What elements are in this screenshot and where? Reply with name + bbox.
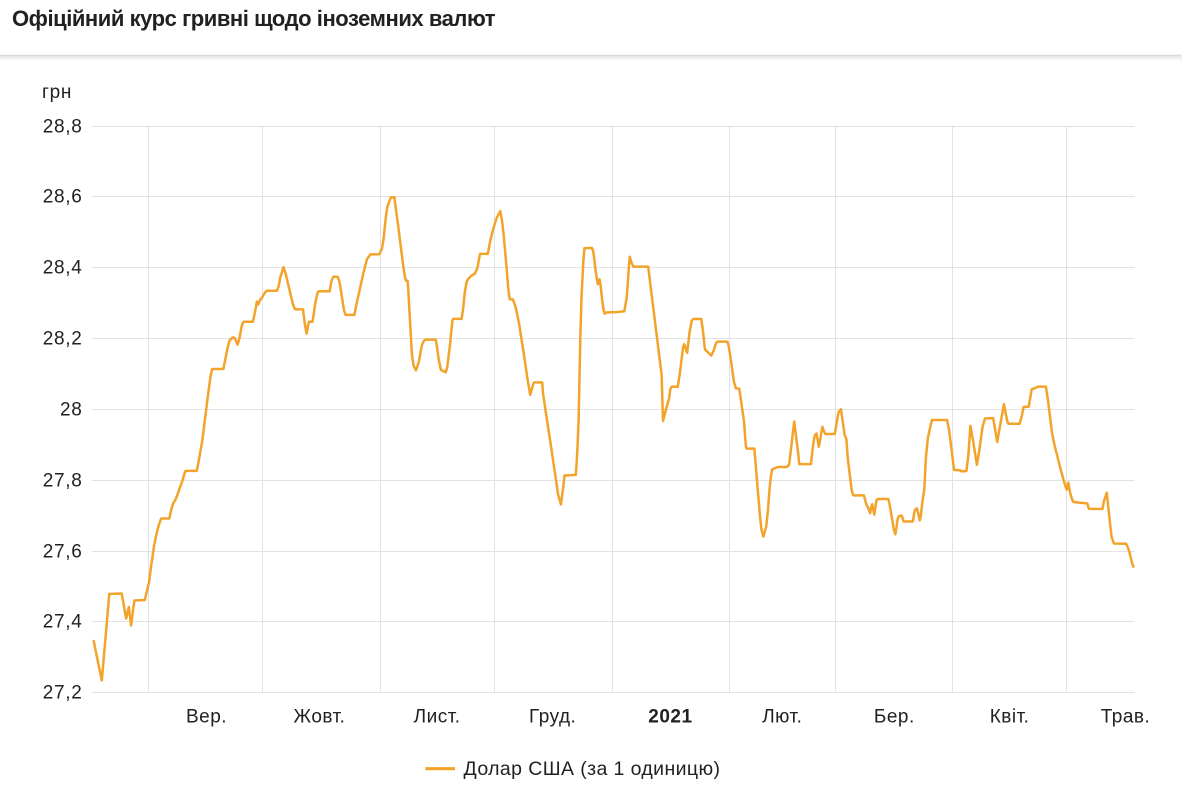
svg-text:Лют.: Лют. [762, 707, 802, 728]
svg-text:грн: грн [42, 82, 72, 103]
svg-text:Жовт.: Жовт. [294, 707, 346, 728]
svg-text:Вер.: Вер. [186, 707, 227, 728]
svg-text:Квіт.: Квіт. [990, 707, 1030, 728]
svg-text:27,4: 27,4 [43, 611, 83, 632]
svg-text:Долар США (за 1 одиницю): Долар США (за 1 одиницю) [464, 758, 721, 780]
svg-text:27,2: 27,2 [43, 682, 83, 703]
svg-text:28,8: 28,8 [43, 116, 83, 137]
svg-text:28,4: 28,4 [43, 257, 83, 278]
svg-text:28: 28 [60, 399, 83, 420]
svg-text:28,2: 28,2 [43, 328, 83, 349]
svg-text:Груд.: Груд. [529, 707, 576, 728]
svg-text:Трав.: Трав. [1101, 707, 1151, 728]
svg-text:Офіційний курс гривні щодо іно: Офіційний курс гривні щодо іноземних вал… [12, 6, 496, 31]
svg-text:28,6: 28,6 [43, 186, 83, 207]
svg-text:Бер.: Бер. [874, 707, 915, 728]
svg-text:27,8: 27,8 [43, 470, 83, 491]
svg-text:Лист.: Лист. [414, 707, 461, 728]
svg-text:2021: 2021 [648, 707, 692, 728]
svg-text:27,6: 27,6 [43, 541, 83, 562]
